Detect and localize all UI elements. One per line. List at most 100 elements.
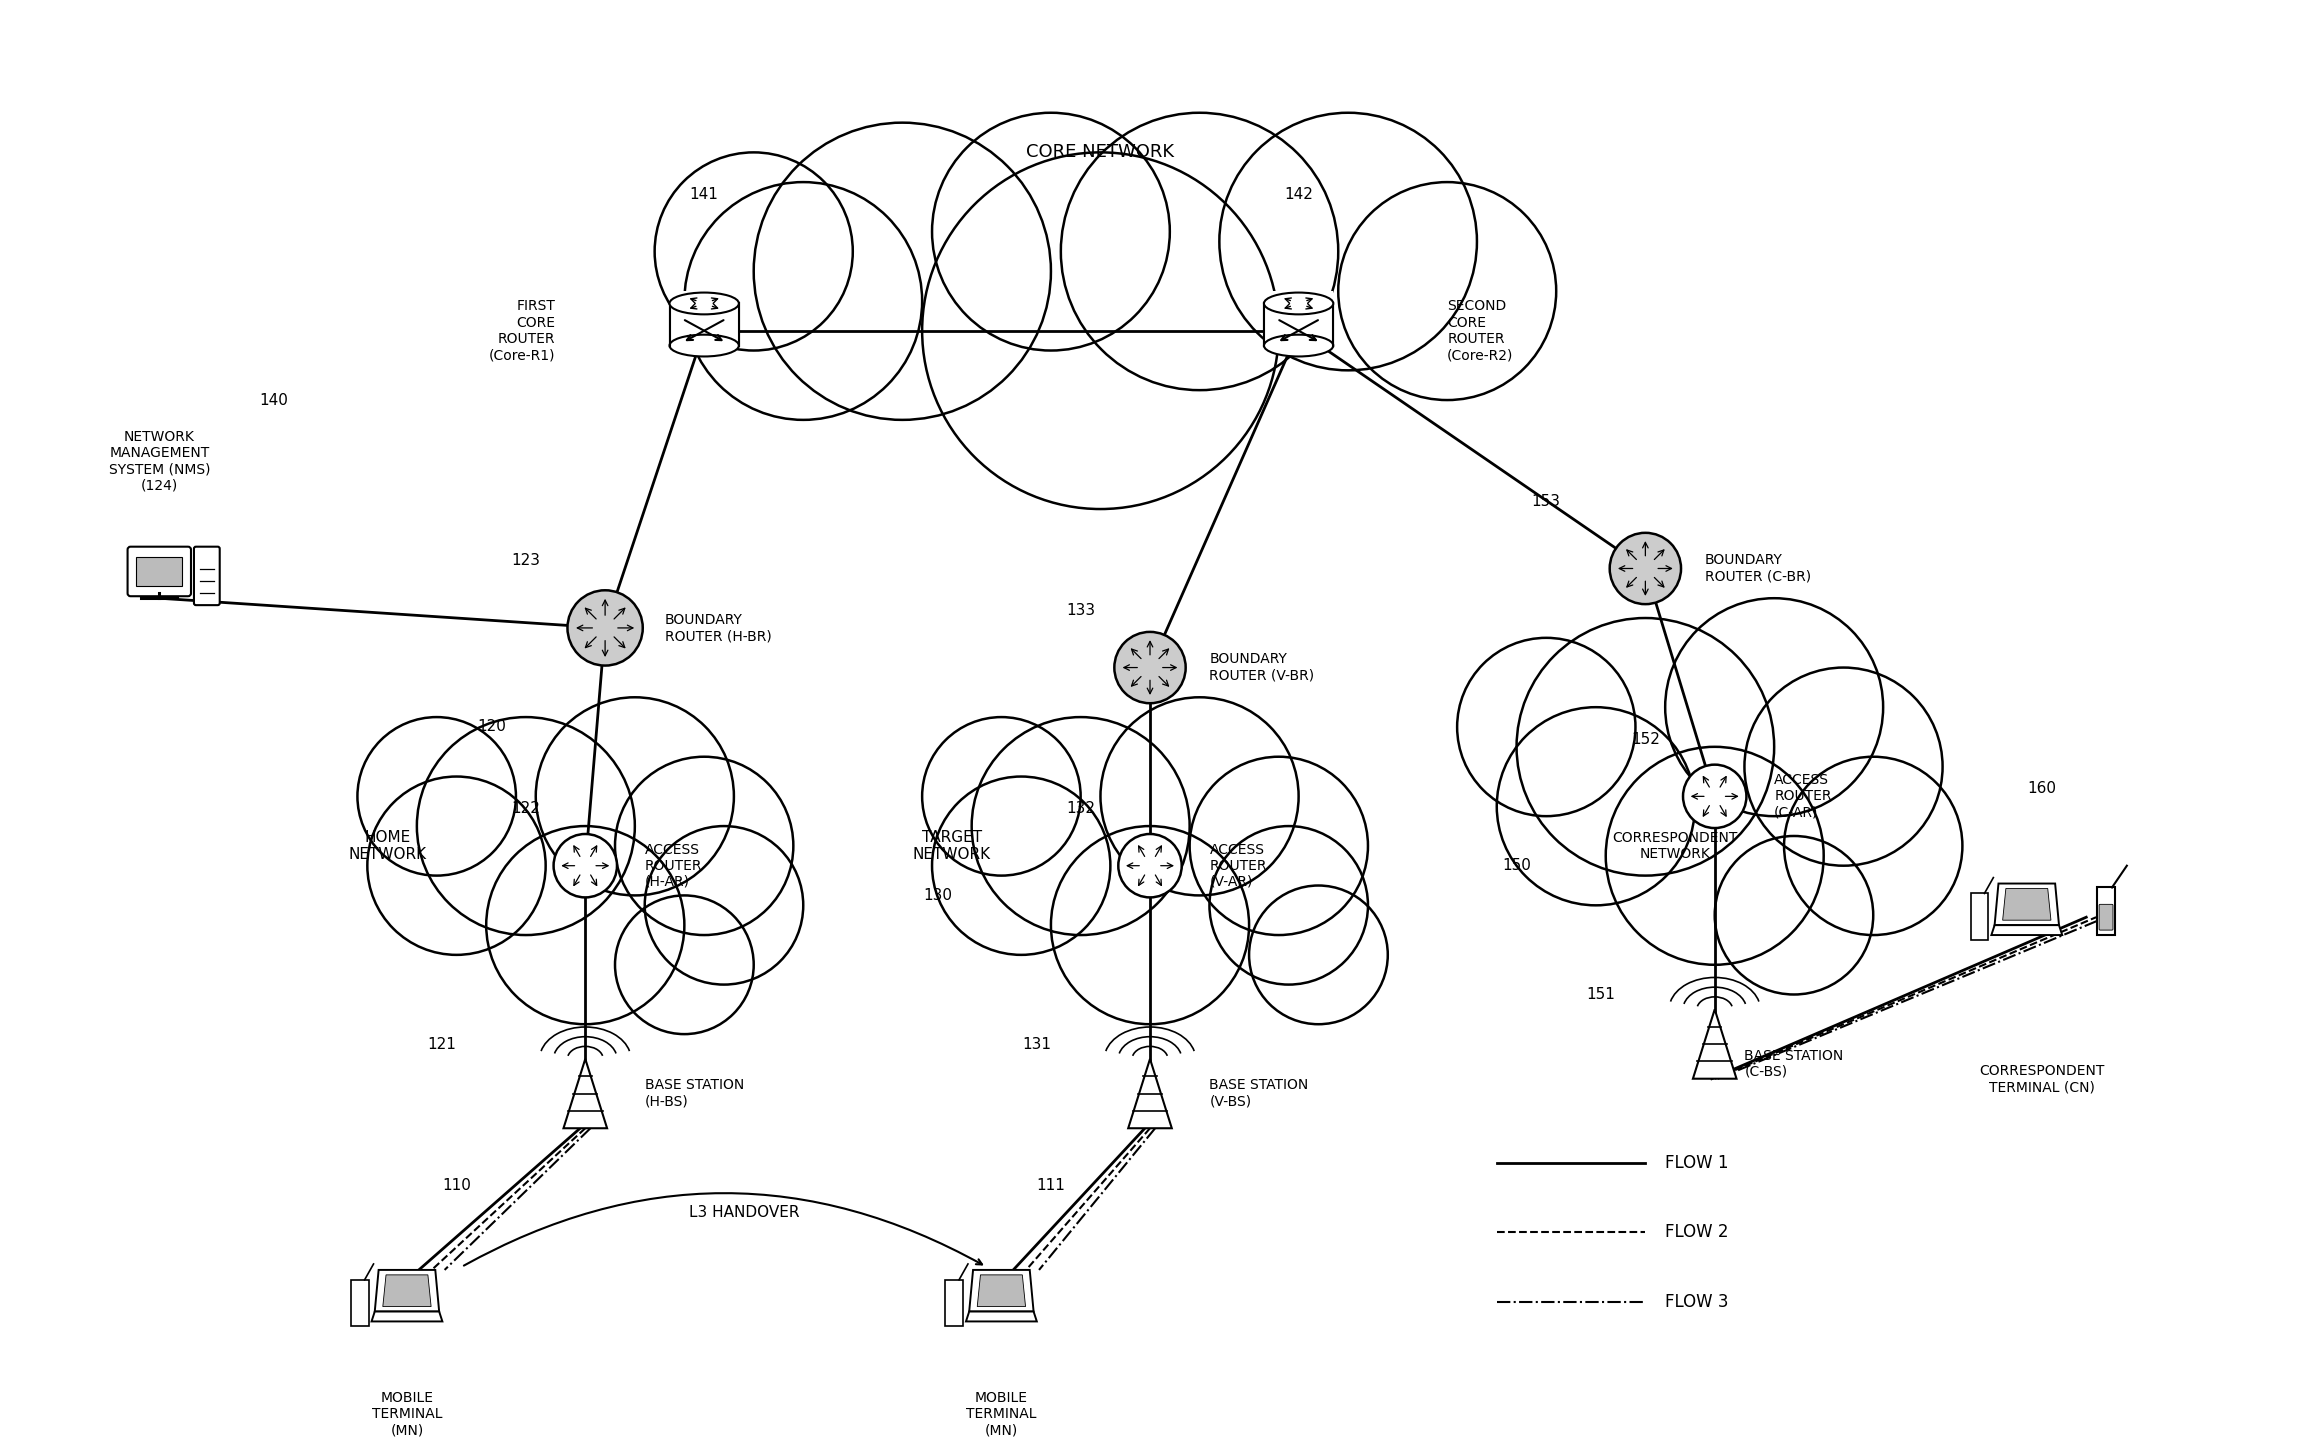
Text: 133: 133 (1065, 604, 1095, 618)
Circle shape (932, 113, 1169, 351)
Text: BASE STATION
(H-BS): BASE STATION (H-BS) (644, 1078, 743, 1109)
Text: CORRESPONDENT
NETWORK: CORRESPONDENT NETWORK (1613, 831, 1737, 860)
Polygon shape (370, 1312, 442, 1322)
Circle shape (357, 717, 515, 875)
Polygon shape (1990, 926, 2062, 934)
Text: 151: 151 (1588, 987, 1615, 1003)
Circle shape (1118, 834, 1183, 897)
Circle shape (1100, 698, 1298, 895)
Text: 110: 110 (442, 1178, 472, 1193)
Ellipse shape (1263, 335, 1332, 357)
Circle shape (644, 826, 803, 985)
Polygon shape (375, 1270, 439, 1312)
Ellipse shape (1263, 293, 1332, 315)
Circle shape (1061, 113, 1339, 390)
Circle shape (1190, 757, 1369, 934)
Polygon shape (1694, 1010, 1737, 1078)
Text: BOUNDARY
ROUTER (C-BR): BOUNDARY ROUTER (C-BR) (1705, 553, 1811, 583)
Text: 121: 121 (428, 1036, 456, 1052)
Circle shape (1210, 826, 1369, 985)
Text: CORE NETWORK: CORE NETWORK (1026, 144, 1174, 161)
Circle shape (555, 834, 617, 897)
Circle shape (416, 717, 635, 934)
Circle shape (755, 123, 1052, 419)
Ellipse shape (670, 335, 739, 357)
Circle shape (1611, 533, 1682, 604)
Text: 160: 160 (2027, 781, 2057, 797)
Text: CORRESPONDENT
TERMINAL (CN): CORRESPONDENT TERMINAL (CN) (1979, 1064, 2105, 1094)
Text: TARGET
NETWORK: TARGET NETWORK (913, 830, 992, 862)
Circle shape (1666, 598, 1882, 815)
Text: FIRST
CORE
ROUTER
(Core-R1): FIRST CORE ROUTER (Core-R1) (490, 299, 555, 361)
Circle shape (1606, 747, 1825, 965)
Circle shape (536, 698, 734, 895)
Circle shape (1457, 638, 1636, 815)
Circle shape (1496, 707, 1696, 905)
Circle shape (1516, 618, 1774, 875)
Text: FLOW 2: FLOW 2 (1666, 1223, 1728, 1241)
Polygon shape (1970, 894, 1988, 940)
Polygon shape (966, 1312, 1038, 1322)
Ellipse shape (670, 293, 739, 315)
Text: MOBILE
TERMINAL
(MN): MOBILE TERMINAL (MN) (373, 1392, 442, 1436)
Text: HOME
NETWORK: HOME NETWORK (347, 830, 426, 862)
Text: 131: 131 (1022, 1036, 1052, 1052)
Polygon shape (136, 557, 182, 586)
Text: BASE STATION
(V-BS): BASE STATION (V-BS) (1210, 1078, 1309, 1109)
Circle shape (1783, 757, 1963, 934)
Text: BOUNDARY
ROUTER (H-BR): BOUNDARY ROUTER (H-BR) (665, 612, 771, 643)
Polygon shape (1127, 1059, 1171, 1129)
Polygon shape (564, 1059, 607, 1129)
Text: 153: 153 (1532, 493, 1560, 509)
Polygon shape (382, 1275, 430, 1306)
Text: 132: 132 (1065, 801, 1095, 815)
Polygon shape (2096, 888, 2115, 934)
Circle shape (1339, 181, 1555, 400)
Polygon shape (969, 1270, 1033, 1312)
Circle shape (1682, 765, 1746, 829)
Text: 140: 140 (260, 393, 288, 408)
Circle shape (568, 591, 642, 666)
Text: 122: 122 (511, 801, 541, 815)
Text: 142: 142 (1284, 187, 1314, 202)
Text: BOUNDARY
ROUTER (V-BR): BOUNDARY ROUTER (V-BR) (1210, 653, 1314, 682)
Text: 120: 120 (476, 720, 506, 734)
Text: NETWORK
MANAGEMENT
SYSTEM (NMS)
(124): NETWORK MANAGEMENT SYSTEM (NMS) (124) (108, 429, 209, 492)
Text: SECOND
CORE
ROUTER
(Core-R2): SECOND CORE ROUTER (Core-R2) (1447, 299, 1514, 361)
Text: ACCESS
ROUTER
(C-AR): ACCESS ROUTER (C-AR) (1774, 773, 1832, 820)
Text: BASE STATION
(C-BS): BASE STATION (C-BS) (1744, 1049, 1843, 1080)
FancyBboxPatch shape (670, 292, 739, 345)
Circle shape (932, 776, 1111, 955)
Text: 130: 130 (923, 888, 953, 903)
Text: 111: 111 (1035, 1178, 1065, 1193)
Circle shape (683, 181, 923, 419)
Circle shape (1052, 826, 1249, 1024)
FancyBboxPatch shape (1263, 292, 1332, 345)
Text: MOBILE
TERMINAL
(MN): MOBILE TERMINAL (MN) (966, 1392, 1038, 1436)
Circle shape (368, 776, 545, 955)
Text: L3 HANDOVER: L3 HANDOVER (688, 1204, 798, 1220)
Circle shape (1714, 836, 1873, 994)
Text: 152: 152 (1631, 731, 1659, 747)
Circle shape (614, 757, 794, 934)
Circle shape (1744, 667, 1942, 866)
Text: FLOW 3: FLOW 3 (1666, 1293, 1728, 1310)
Text: FLOW 1: FLOW 1 (1666, 1154, 1728, 1172)
FancyBboxPatch shape (193, 547, 219, 605)
Circle shape (656, 152, 854, 351)
Polygon shape (946, 1280, 964, 1326)
Circle shape (1249, 885, 1388, 1024)
Circle shape (614, 895, 755, 1035)
Polygon shape (1995, 884, 2059, 926)
Text: ACCESS
ROUTER
(H-AR): ACCESS ROUTER (H-AR) (644, 843, 702, 889)
FancyBboxPatch shape (127, 547, 191, 596)
Polygon shape (978, 1275, 1026, 1306)
Text: ACCESS
ROUTER
(V-AR): ACCESS ROUTER (V-AR) (1210, 843, 1268, 889)
Circle shape (486, 826, 683, 1024)
Circle shape (971, 717, 1190, 934)
Polygon shape (350, 1280, 368, 1326)
Text: 123: 123 (511, 553, 541, 569)
Circle shape (923, 152, 1279, 509)
FancyBboxPatch shape (2099, 904, 2112, 930)
Circle shape (1220, 113, 1477, 370)
